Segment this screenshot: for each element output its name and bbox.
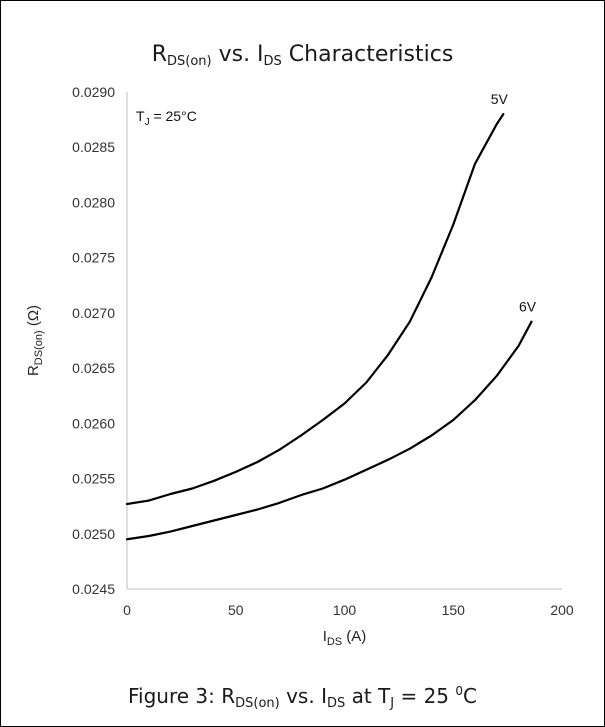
y-tick-label: 0.0280 xyxy=(72,194,115,210)
chart-title: RDS(on) vs. IDS Characteristics xyxy=(151,42,454,69)
annotation-main: T xyxy=(136,108,145,124)
y-axis-label-sub: DS(on) xyxy=(33,330,45,365)
x-axis-label-tail: (A) xyxy=(342,628,366,645)
x-tick-label: 100 xyxy=(333,602,357,618)
y-tick-label: 0.0250 xyxy=(72,526,115,542)
y-axis-label-tail: (Ω) xyxy=(25,305,42,330)
figure-caption: Figure 3: RDS(on) vs. IDS at TJ = 25 0C xyxy=(127,684,477,711)
y-tick-label: 0.0270 xyxy=(72,305,115,321)
y-axis-label-main: R xyxy=(25,365,42,376)
y-tick-label: 0.0255 xyxy=(72,471,115,487)
y-tick-label: 0.0275 xyxy=(72,250,115,266)
x-tick-label: 200 xyxy=(550,602,574,618)
y-tick-label: 0.0265 xyxy=(72,360,115,376)
y-tick-label: 0.0285 xyxy=(72,139,115,155)
y-axis-label: RDS(on) (Ω) xyxy=(25,305,45,376)
y-tick-label: 0.0260 xyxy=(72,415,115,431)
annotation-sub: J xyxy=(145,117,150,128)
x-axis-label: IDS (A) xyxy=(323,628,367,648)
annotation-tail: = 25°C xyxy=(150,108,197,124)
x-tick-label: 150 xyxy=(442,602,466,618)
x-tick-label: 0 xyxy=(123,602,131,618)
series-line-5V xyxy=(125,112,505,506)
y-tick-label: 0.0290 xyxy=(72,84,115,100)
x-axis-label-main: I xyxy=(323,628,327,645)
series-line-6V xyxy=(125,320,533,541)
y-tick-label: 0.0245 xyxy=(72,581,115,597)
series-label-5V: 5V xyxy=(491,91,509,107)
series-label-6V: 6V xyxy=(519,299,537,315)
x-tick-label: 50 xyxy=(228,602,244,618)
temperature-annotation: TJ = 25°C xyxy=(136,108,197,128)
x-axis-label-sub: DS xyxy=(327,636,342,648)
